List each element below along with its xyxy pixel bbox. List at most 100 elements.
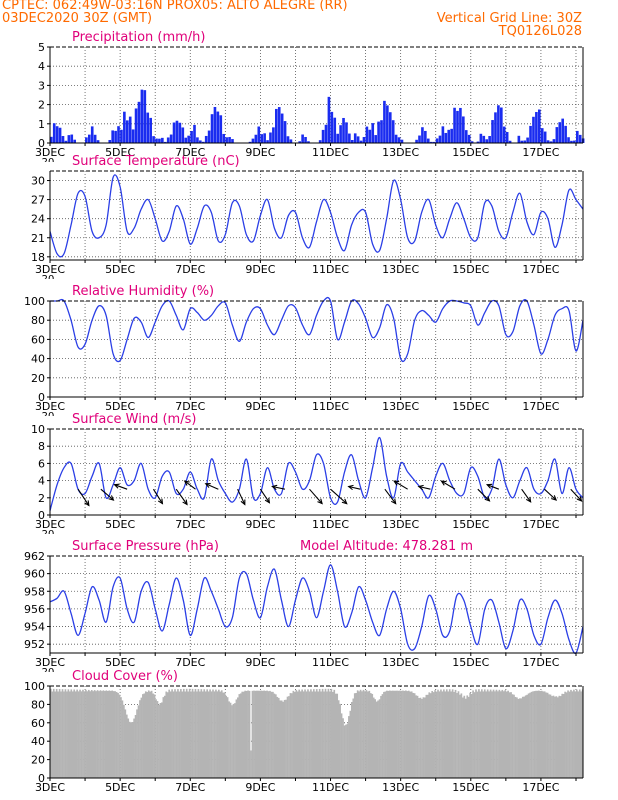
cloud-column: [131, 721, 134, 778]
precip-bar: [546, 140, 550, 143]
cloud-column: [239, 693, 242, 778]
precip-bar: [400, 139, 404, 143]
cloud-column: [548, 694, 550, 778]
wind-arrow: [152, 488, 163, 504]
cloud-column: [403, 690, 406, 778]
precip-bar: [50, 136, 53, 143]
cloud-column: [527, 693, 530, 778]
cloud-column: [182, 688, 185, 778]
cloud-column: [575, 689, 578, 778]
cloud-column: [52, 688, 55, 778]
cloud-column: [310, 689, 312, 778]
cloud-column: [495, 689, 498, 778]
cloud-column: [276, 696, 279, 778]
y-tick-label: 20: [31, 754, 45, 767]
cloud-column: [93, 690, 96, 778]
cloud-column: [573, 689, 575, 778]
cloud-column: [368, 690, 371, 778]
wind-arrow-head: [417, 484, 424, 491]
precip-bar: [494, 112, 497, 143]
precip-bar: [283, 121, 287, 143]
cloud-column: [435, 691, 438, 778]
cloud-column: [144, 691, 147, 778]
cloud-column: [539, 690, 542, 778]
cloud-column: [296, 691, 299, 778]
cloud-column: [128, 721, 131, 778]
cloud-column: [554, 696, 556, 778]
wind-arrow: [272, 485, 286, 490]
precip-bar: [391, 120, 395, 143]
cloud-column: [464, 698, 467, 778]
precip-bar: [555, 127, 559, 143]
y-tick-label: 952: [24, 638, 45, 651]
x-tick-label: 7DEC: [175, 781, 205, 794]
x-tick-label: 15DEC: [452, 400, 489, 413]
cloud-column: [163, 695, 166, 778]
cloud-column: [532, 691, 534, 778]
cloud-column: [331, 691, 334, 778]
cloud-column: [406, 691, 409, 778]
cloud-column: [349, 710, 352, 778]
wind-arrow: [114, 484, 128, 490]
precip-bar: [172, 122, 176, 143]
cloud-column: [356, 690, 359, 778]
cloud-column: [568, 691, 571, 778]
wind-arrow-head: [183, 480, 190, 486]
cloud-column: [489, 689, 492, 778]
wind-arrow: [77, 488, 90, 506]
cloud-column: [415, 695, 417, 778]
cloud-column: [142, 694, 144, 778]
cloud-column: [193, 691, 195, 778]
cloud-column: [342, 718, 344, 778]
precip-bar: [298, 141, 302, 143]
y-tick-label: 956: [24, 603, 45, 616]
cloud-column: [456, 692, 458, 778]
wind-arrow: [205, 483, 219, 490]
cloud-column: [184, 691, 187, 778]
precip-bar: [575, 130, 579, 143]
cloud-column: [367, 691, 369, 778]
precip-bar: [73, 139, 76, 143]
cloud-column: [498, 689, 501, 778]
cloud-column: [519, 698, 521, 778]
x-tick-label: 15DEC: [452, 656, 489, 669]
panel-rh: 0 20 40 60 80 100 3DEC 5DEC 7DEC 9DEC 11DEC 13DEC 15…: [24, 284, 584, 416]
y-tick-label: 60: [31, 717, 45, 730]
precip-bar: [491, 120, 494, 143]
precip-bar: [388, 112, 392, 143]
cloud-column: [393, 690, 396, 778]
precip-bar: [508, 140, 512, 143]
cloud-column: [71, 691, 74, 778]
precip-bar: [549, 141, 553, 143]
x-tick-label: 5DEC: [105, 146, 135, 159]
cloud-column: [343, 725, 346, 778]
precip-bar: [301, 134, 304, 143]
cloud-column: [102, 690, 105, 778]
wind-arrow: [330, 488, 348, 505]
x-tick-label: 13DEC: [382, 518, 419, 531]
cloud-column: [216, 691, 219, 778]
cloud-column: [301, 689, 303, 778]
y-tick-label: 0: [38, 772, 45, 785]
precip-bar: [266, 140, 269, 143]
precip-bar: [85, 137, 88, 143]
cloud-column: [467, 696, 470, 778]
cloud-column: [502, 691, 505, 778]
cloud-column: [257, 690, 260, 778]
precip-bar: [166, 137, 170, 143]
cloud-column: [312, 689, 315, 778]
x-tick-label: 11DEC: [312, 656, 349, 669]
precip-bar: [339, 125, 342, 143]
precip-bar: [377, 121, 380, 143]
cloud-column: [444, 691, 447, 778]
cloud-column: [50, 688, 52, 778]
y-tick-label: 0: [38, 391, 45, 404]
cloud-column: [92, 691, 95, 778]
cloud-column: [223, 692, 226, 778]
cloud-column: [321, 688, 324, 778]
cloud-column: [229, 702, 232, 778]
y-tick-label: 80: [31, 698, 45, 711]
cloud-column: [355, 692, 358, 778]
cloud-column: [440, 689, 442, 778]
precip-bar: [476, 141, 480, 143]
